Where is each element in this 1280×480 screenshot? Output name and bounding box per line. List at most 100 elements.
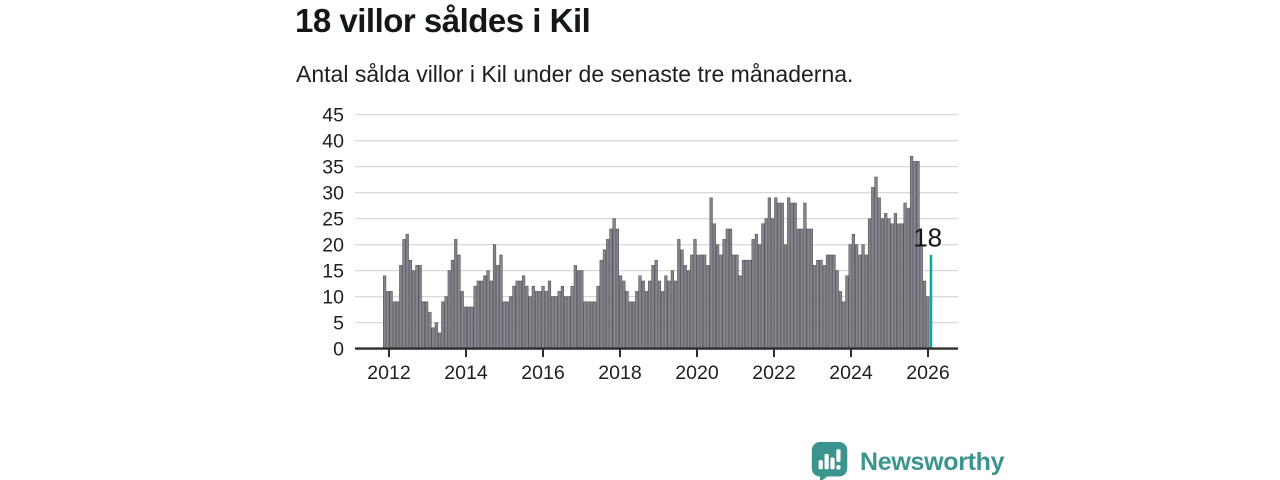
bar [583, 301, 587, 349]
bar [900, 223, 904, 349]
bar [631, 301, 636, 349]
bar [699, 254, 704, 349]
bar [460, 291, 464, 349]
bar [599, 259, 603, 349]
y-tick-label: 10 [322, 287, 344, 309]
bar [457, 254, 461, 349]
chart-title: 18 villor såldes i Kil [295, 2, 591, 39]
bar [728, 228, 733, 349]
bar [428, 311, 432, 349]
bar [887, 218, 891, 349]
bar [644, 291, 649, 349]
bar [564, 296, 568, 349]
bar [476, 280, 480, 349]
x-tick-label: 2012 [367, 362, 410, 384]
bar [395, 301, 400, 349]
x-tick-label: 2026 [906, 362, 949, 384]
x-tick-label: 2024 [829, 362, 873, 384]
bar [867, 218, 872, 349]
bar [871, 187, 875, 349]
bar [651, 265, 655, 349]
bar [648, 280, 652, 349]
y-tick-label: 35 [322, 157, 344, 179]
bar [444, 296, 448, 349]
bar [418, 265, 422, 349]
bar [693, 239, 697, 349]
bar [913, 161, 917, 349]
newsworthy-logo: Newsworthy [810, 441, 1005, 480]
bar [796, 228, 801, 349]
bar [719, 254, 723, 349]
bar [777, 202, 781, 349]
bar [551, 296, 555, 349]
y-tick-label: 20 [322, 235, 344, 257]
bar [635, 291, 639, 349]
bar [567, 296, 571, 349]
bar [415, 265, 419, 349]
x-axis-ticks [388, 348, 929, 358]
bar [557, 291, 561, 349]
y-tick-label: 15 [322, 261, 344, 283]
bar [441, 301, 445, 349]
bar [806, 228, 810, 349]
bar [664, 275, 668, 349]
bar [809, 228, 813, 349]
bar [667, 280, 671, 349]
y-tick-label: 45 [322, 105, 344, 127]
bar [625, 291, 629, 349]
bar [780, 202, 784, 349]
bar [880, 218, 885, 349]
bar [722, 239, 726, 349]
bar [576, 270, 581, 349]
highlight-bar [929, 255, 933, 349]
bar [696, 254, 700, 349]
bar [619, 275, 623, 349]
bar [483, 275, 487, 349]
bar [783, 244, 788, 349]
bar [715, 244, 720, 349]
bar [434, 322, 438, 349]
bar [531, 285, 535, 349]
bar [615, 228, 619, 349]
bar [544, 291, 548, 349]
x-tick-label: 2014 [444, 362, 488, 384]
bar [586, 301, 590, 349]
y-tick-label: 0 [333, 339, 344, 361]
bar [884, 213, 888, 349]
bar [499, 254, 503, 349]
bar [479, 280, 484, 349]
bar [496, 265, 500, 349]
bar [683, 265, 687, 349]
x-axis-labels: 2012 2014 2016 2018 2020 2022 2024 2026 [367, 362, 949, 384]
bar [518, 280, 522, 349]
bar [877, 197, 881, 349]
bar [764, 218, 768, 349]
bar [467, 306, 471, 349]
bar [596, 285, 600, 349]
bar [926, 296, 930, 349]
x-tick-label: 2016 [521, 362, 564, 384]
bar [751, 239, 755, 349]
chart-subtitle: Antal sålda villor i Kil under de senast… [296, 61, 854, 87]
newsworthy-icon [811, 442, 848, 480]
bar [402, 239, 406, 349]
bar [431, 327, 435, 349]
bar [919, 244, 923, 349]
bar [560, 285, 565, 349]
bar [745, 259, 749, 349]
bar [425, 301, 429, 349]
bar [754, 233, 758, 349]
bar [589, 301, 594, 349]
bar [547, 280, 552, 349]
bar [916, 161, 920, 349]
bar [570, 285, 574, 349]
bar [609, 228, 613, 349]
bar [628, 301, 632, 349]
bar [855, 244, 859, 349]
bar [486, 270, 490, 349]
bar [832, 254, 836, 349]
bar [706, 265, 710, 349]
bar [638, 275, 642, 349]
